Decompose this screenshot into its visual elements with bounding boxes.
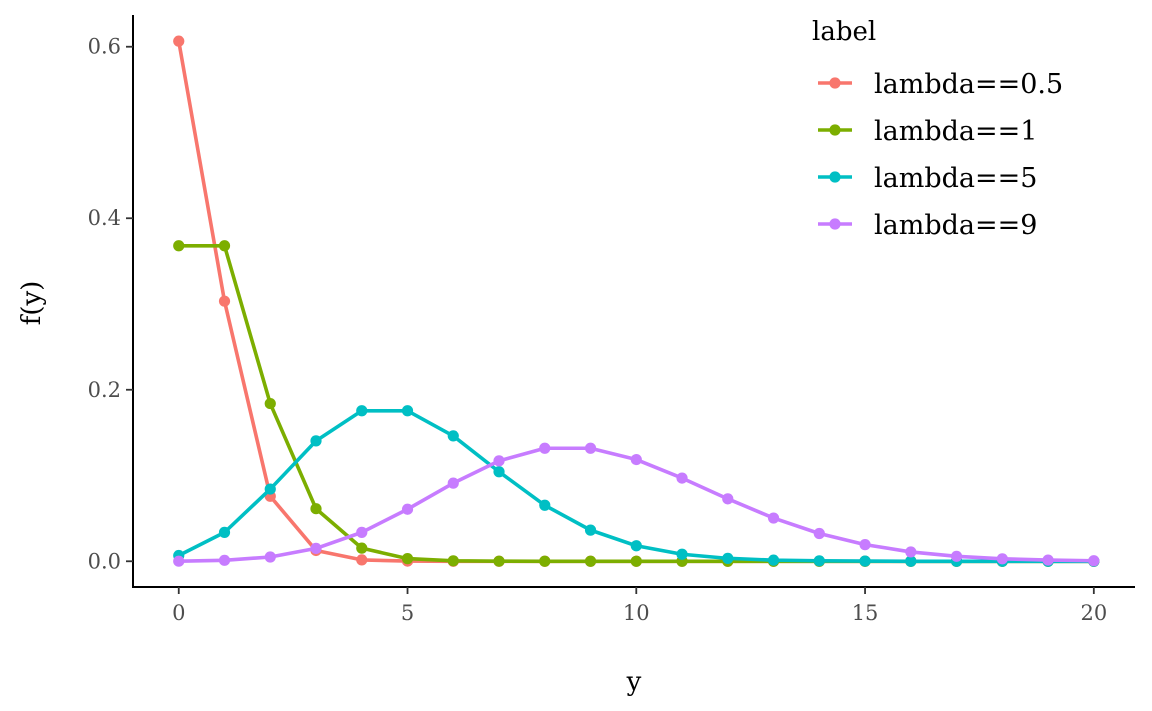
data-point <box>950 550 963 562</box>
y-axis-title: f(y) <box>17 281 47 326</box>
data-point <box>218 526 231 538</box>
data-point <box>996 553 1008 565</box>
legend-label: lambda==1 <box>874 116 1037 147</box>
data-point <box>676 548 688 560</box>
data-point <box>401 503 414 515</box>
data-point <box>264 483 276 495</box>
y-tick-label: 0.0 <box>88 549 121 573</box>
y-tick-label: 0.2 <box>88 378 121 402</box>
data-point <box>356 554 368 566</box>
axes-layer <box>132 15 1135 588</box>
data-point <box>493 555 505 567</box>
data-point <box>676 472 688 484</box>
legend-items: lambda==0.5 lambda==1 lambda==5 lambda==9 <box>818 69 1063 241</box>
data-point <box>539 555 551 567</box>
x-tick-label: 15 <box>852 601 879 625</box>
data-point <box>813 555 825 567</box>
data-point <box>310 503 322 515</box>
data-point <box>722 552 734 564</box>
y-ticks: 0.0 0.2 0.4 0.6 <box>88 35 133 573</box>
data-point <box>813 527 825 540</box>
x-tick-label: 10 <box>623 601 650 625</box>
data-point <box>173 240 185 252</box>
data-point <box>584 524 597 536</box>
data-point <box>218 554 231 566</box>
data-point <box>630 540 642 552</box>
series-3 <box>173 405 1100 567</box>
x-axis-title: y <box>626 667 642 697</box>
data-point <box>630 555 642 567</box>
legend-label: lambda==0.5 <box>874 69 1063 100</box>
x-tick-label: 20 <box>1080 601 1107 625</box>
data-point <box>767 554 780 566</box>
legend-item: lambda==1 <box>818 116 1037 147</box>
data-point <box>905 555 917 567</box>
data-point <box>173 35 185 47</box>
series-layer <box>173 35 1100 567</box>
data-point <box>859 555 871 567</box>
data-point <box>356 542 368 554</box>
legend-label: lambda==5 <box>874 163 1037 194</box>
data-point <box>767 512 780 524</box>
data-point <box>1042 554 1054 566</box>
legend-key-point <box>829 77 841 89</box>
data-point <box>630 453 642 466</box>
data-point <box>493 455 505 467</box>
data-point <box>310 542 322 555</box>
data-point <box>401 405 414 417</box>
legend-key-point <box>829 218 841 230</box>
legend-item: lambda==0.5 <box>818 69 1063 100</box>
data-point <box>173 555 185 567</box>
data-point <box>722 493 734 505</box>
data-point <box>447 477 459 489</box>
series-2 <box>173 240 1100 567</box>
series-line <box>177 408 1094 564</box>
x-tick-label: 5 <box>401 601 414 625</box>
legend-item: lambda==9 <box>818 210 1037 241</box>
data-point <box>218 240 231 252</box>
legend-key-point <box>829 171 841 183</box>
y-tick-label: 0.4 <box>88 206 121 230</box>
x-ticks: 0 5 10 15 20 <box>172 587 1107 625</box>
legend: label lambda==0.5lambda==1lambda==5lambd… <box>812 17 1063 241</box>
data-point <box>356 405 368 417</box>
legend-item: lambda==5 <box>818 163 1037 194</box>
data-point <box>356 526 368 538</box>
y-tick-label: 0.6 <box>88 35 121 59</box>
data-point <box>905 546 917 558</box>
legend-title: label <box>812 17 876 47</box>
data-point <box>447 555 459 567</box>
data-point <box>584 442 597 454</box>
data-point <box>218 295 231 307</box>
data-point <box>539 442 551 454</box>
data-point <box>264 397 276 410</box>
data-point <box>401 553 414 565</box>
legend-key-point <box>829 124 841 136</box>
x-tick-label: 0 <box>172 601 185 625</box>
data-point <box>447 430 459 442</box>
data-point <box>539 499 551 511</box>
legend-label: lambda==9 <box>874 210 1037 241</box>
data-point <box>264 551 276 563</box>
data-point <box>1088 555 1100 567</box>
data-point <box>859 539 871 551</box>
data-point <box>310 435 322 447</box>
data-point <box>493 466 505 478</box>
data-point <box>584 555 597 567</box>
series-4 <box>173 442 1100 567</box>
